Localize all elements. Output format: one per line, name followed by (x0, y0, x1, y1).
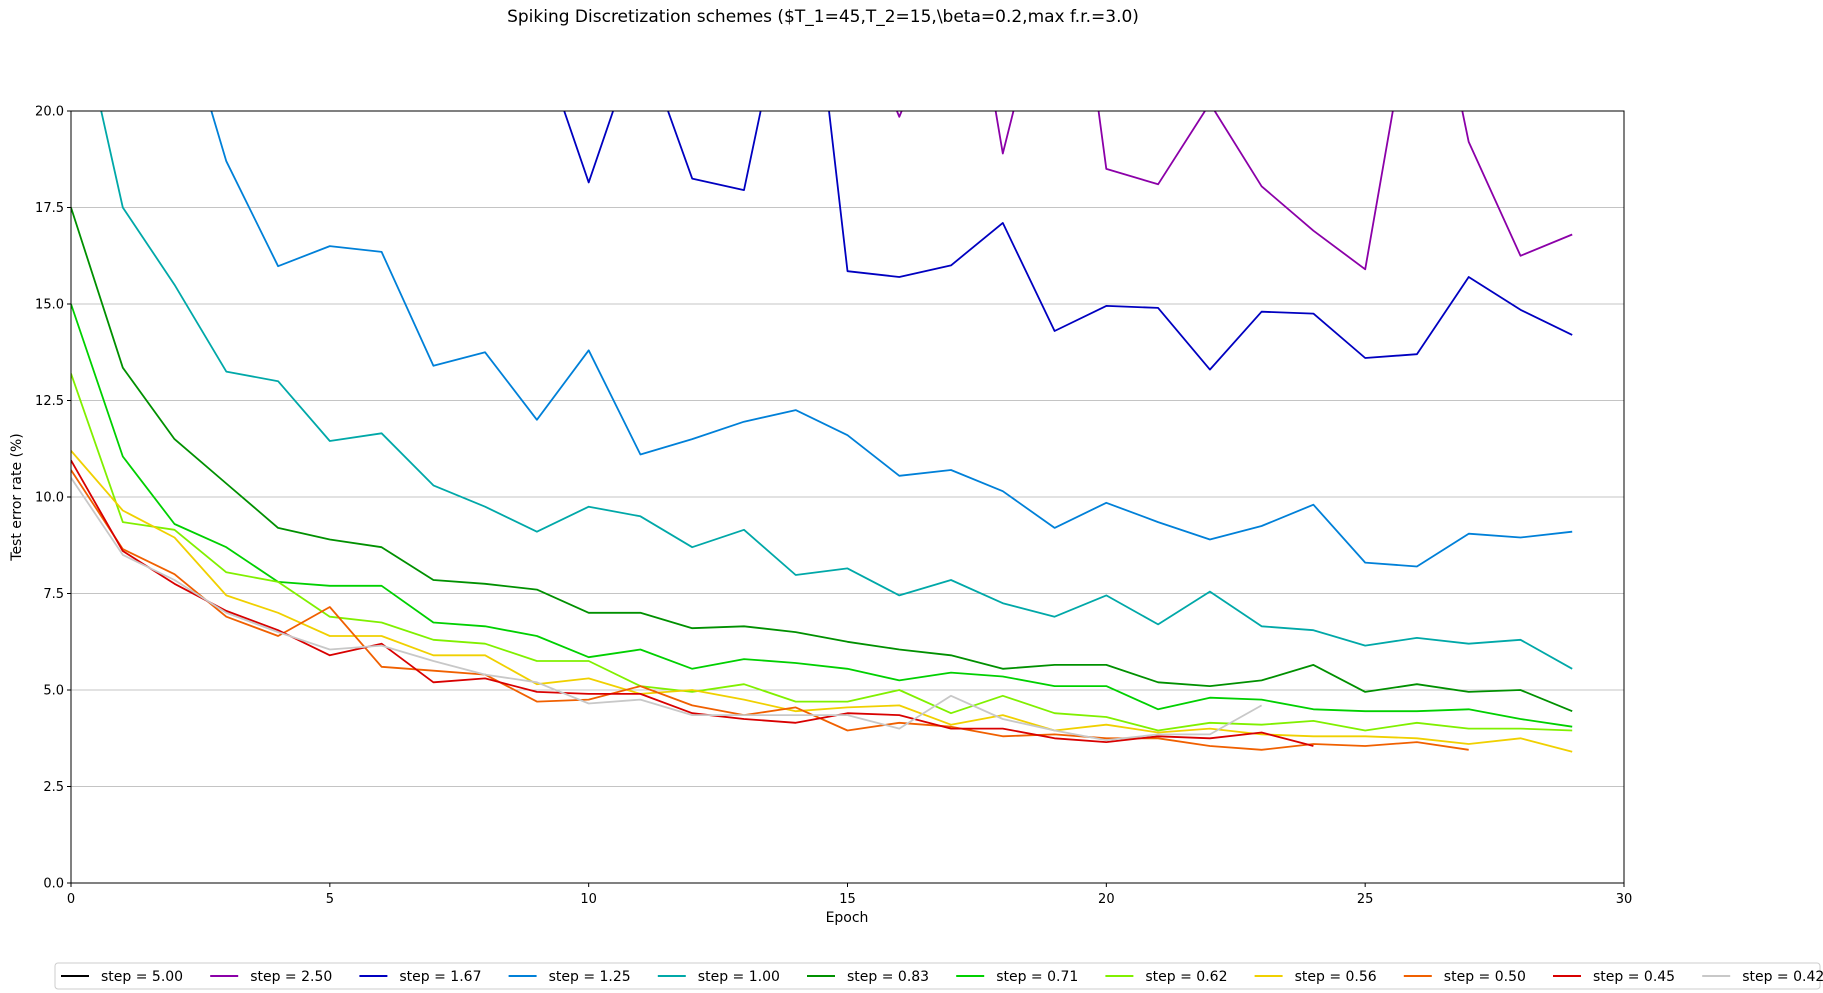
x-tick-label: 20 (1098, 892, 1115, 907)
x-tick-label: 0 (67, 892, 75, 907)
legend-label: step = 0.50 (1444, 969, 1526, 985)
legend-items: step = 5.00 step = 2.50 step = 1.67 step = … (61, 969, 1823, 985)
series-line-step-250 (895, 111, 1573, 271)
legend-label: step = 0.45 (1593, 969, 1675, 985)
legend-label: step = 0.42 (1742, 969, 1823, 985)
y-tick-label: 20.0 (35, 105, 64, 120)
y-tick-label: 10.0 (35, 491, 64, 506)
series-line-step-083 (71, 207, 1573, 713)
y-axis-label: Test error rate (%) (9, 433, 25, 561)
series-line-step-056 (71, 450, 1573, 753)
y-tick-label: 17.5 (35, 201, 64, 216)
legend-label: step = 0.62 (1145, 969, 1227, 985)
x-tick-label: 25 (1357, 892, 1374, 907)
y-tick-label: 15.0 (35, 298, 64, 313)
grid-lines (71, 110, 1624, 884)
legend: step = 5.00 step = 2.50 step = 1.67 step = … (54, 962, 1823, 990)
series-line-step-125 (210, 111, 1573, 568)
legend-frame (54, 962, 1821, 990)
y-tick-label: 0.0 (43, 877, 64, 892)
series-line-step-045 (71, 459, 1314, 747)
legend-label: step = 0.56 (1295, 969, 1377, 985)
series-line-step-042 (71, 477, 1263, 742)
y-tick-label: 2.5 (43, 780, 64, 795)
legend-label: step = 5.00 (101, 969, 183, 985)
y-tick-label: 7.5 (43, 587, 64, 602)
x-axis-label: Epoch (826, 910, 869, 926)
legend-label: step = 2.50 (250, 969, 332, 985)
y-tick-label: 12.5 (35, 394, 64, 409)
series-line-step-071 (71, 303, 1573, 728)
legend-label: step = 0.83 (847, 969, 929, 985)
series-line-step-062 (71, 373, 1573, 732)
x-tick-label: 10 (580, 892, 597, 907)
series-line-step-167 (563, 111, 1573, 371)
legend-label: step = 1.67 (399, 969, 481, 985)
legend-label: step = 0.71 (996, 969, 1078, 985)
y-axis-ticks: 0.0 2.5 5.0 7.5 10.0 12.5 15.0 17.5 20.0 (35, 105, 71, 892)
x-tick-label: 5 (326, 892, 334, 907)
x-axis-ticks: 0 5 10 15 20 25 30 (67, 883, 1632, 907)
legend-label: step = 1.00 (698, 969, 780, 985)
series-lines (71, 111, 1573, 753)
y-tick-label: 5.0 (43, 684, 64, 699)
series-line-step-050 (71, 469, 1469, 751)
series-line-step-100 (100, 111, 1573, 670)
chart-title: Spiking Discretization schemes ($T_1=45,… (507, 7, 1139, 27)
x-tick-label: 15 (839, 892, 856, 907)
x-tick-label: 30 (1616, 892, 1633, 907)
legend-label: step = 1.25 (549, 969, 631, 985)
